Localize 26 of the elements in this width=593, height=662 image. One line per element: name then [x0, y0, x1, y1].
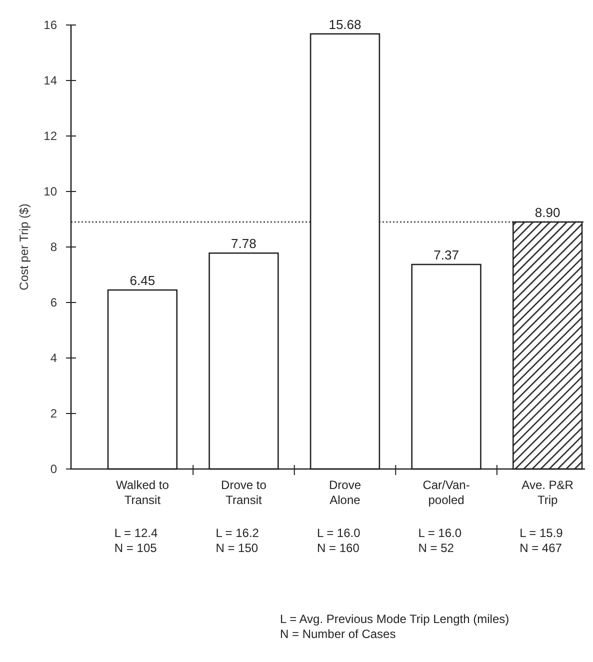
text: L = Avg. Previous Mode Trip Length (miles) N = Number of Cases: [280, 612, 510, 641]
y-tick-label: 14: [44, 74, 58, 88]
y-tick-label: 0: [50, 462, 58, 476]
data-label: 7.37: [434, 247, 459, 262]
data-label: 7.78: [231, 236, 256, 252]
x-tick-label: Drove to Transit: [221, 478, 267, 507]
text: L = 12.4 N = 105: [114, 526, 158, 555]
y-tick-label: 6: [50, 296, 58, 310]
y-tick-label: 2: [50, 406, 58, 420]
text: L = 16.0 N = 52: [418, 526, 462, 555]
data-label: 6.45: [130, 273, 156, 288]
y-axis-title: Cost per Trip ($): [17, 204, 31, 290]
y-tick-label: 16: [44, 18, 58, 32]
data-label: 15.68: [328, 16, 362, 32]
y-tick-label: 8: [50, 240, 58, 254]
y-tick-label: 12: [44, 129, 58, 143]
text: L = 16.0 N = 160: [317, 526, 361, 555]
y-tick-label: 10: [44, 184, 58, 198]
x-tick-label: Car/Van- pooled: [422, 478, 470, 507]
x-tick-label: Ave. P&R Trip: [522, 478, 574, 507]
y-tick-label: 4: [50, 351, 58, 365]
data-label: 8.90: [534, 205, 560, 220]
x-tick-label: Drove Alone: [328, 478, 362, 507]
x-tick-label: Walked to Transit: [116, 478, 170, 507]
text: L = 15.9 N = 467: [520, 526, 564, 555]
text: L = 16.2 N = 150: [216, 526, 260, 555]
